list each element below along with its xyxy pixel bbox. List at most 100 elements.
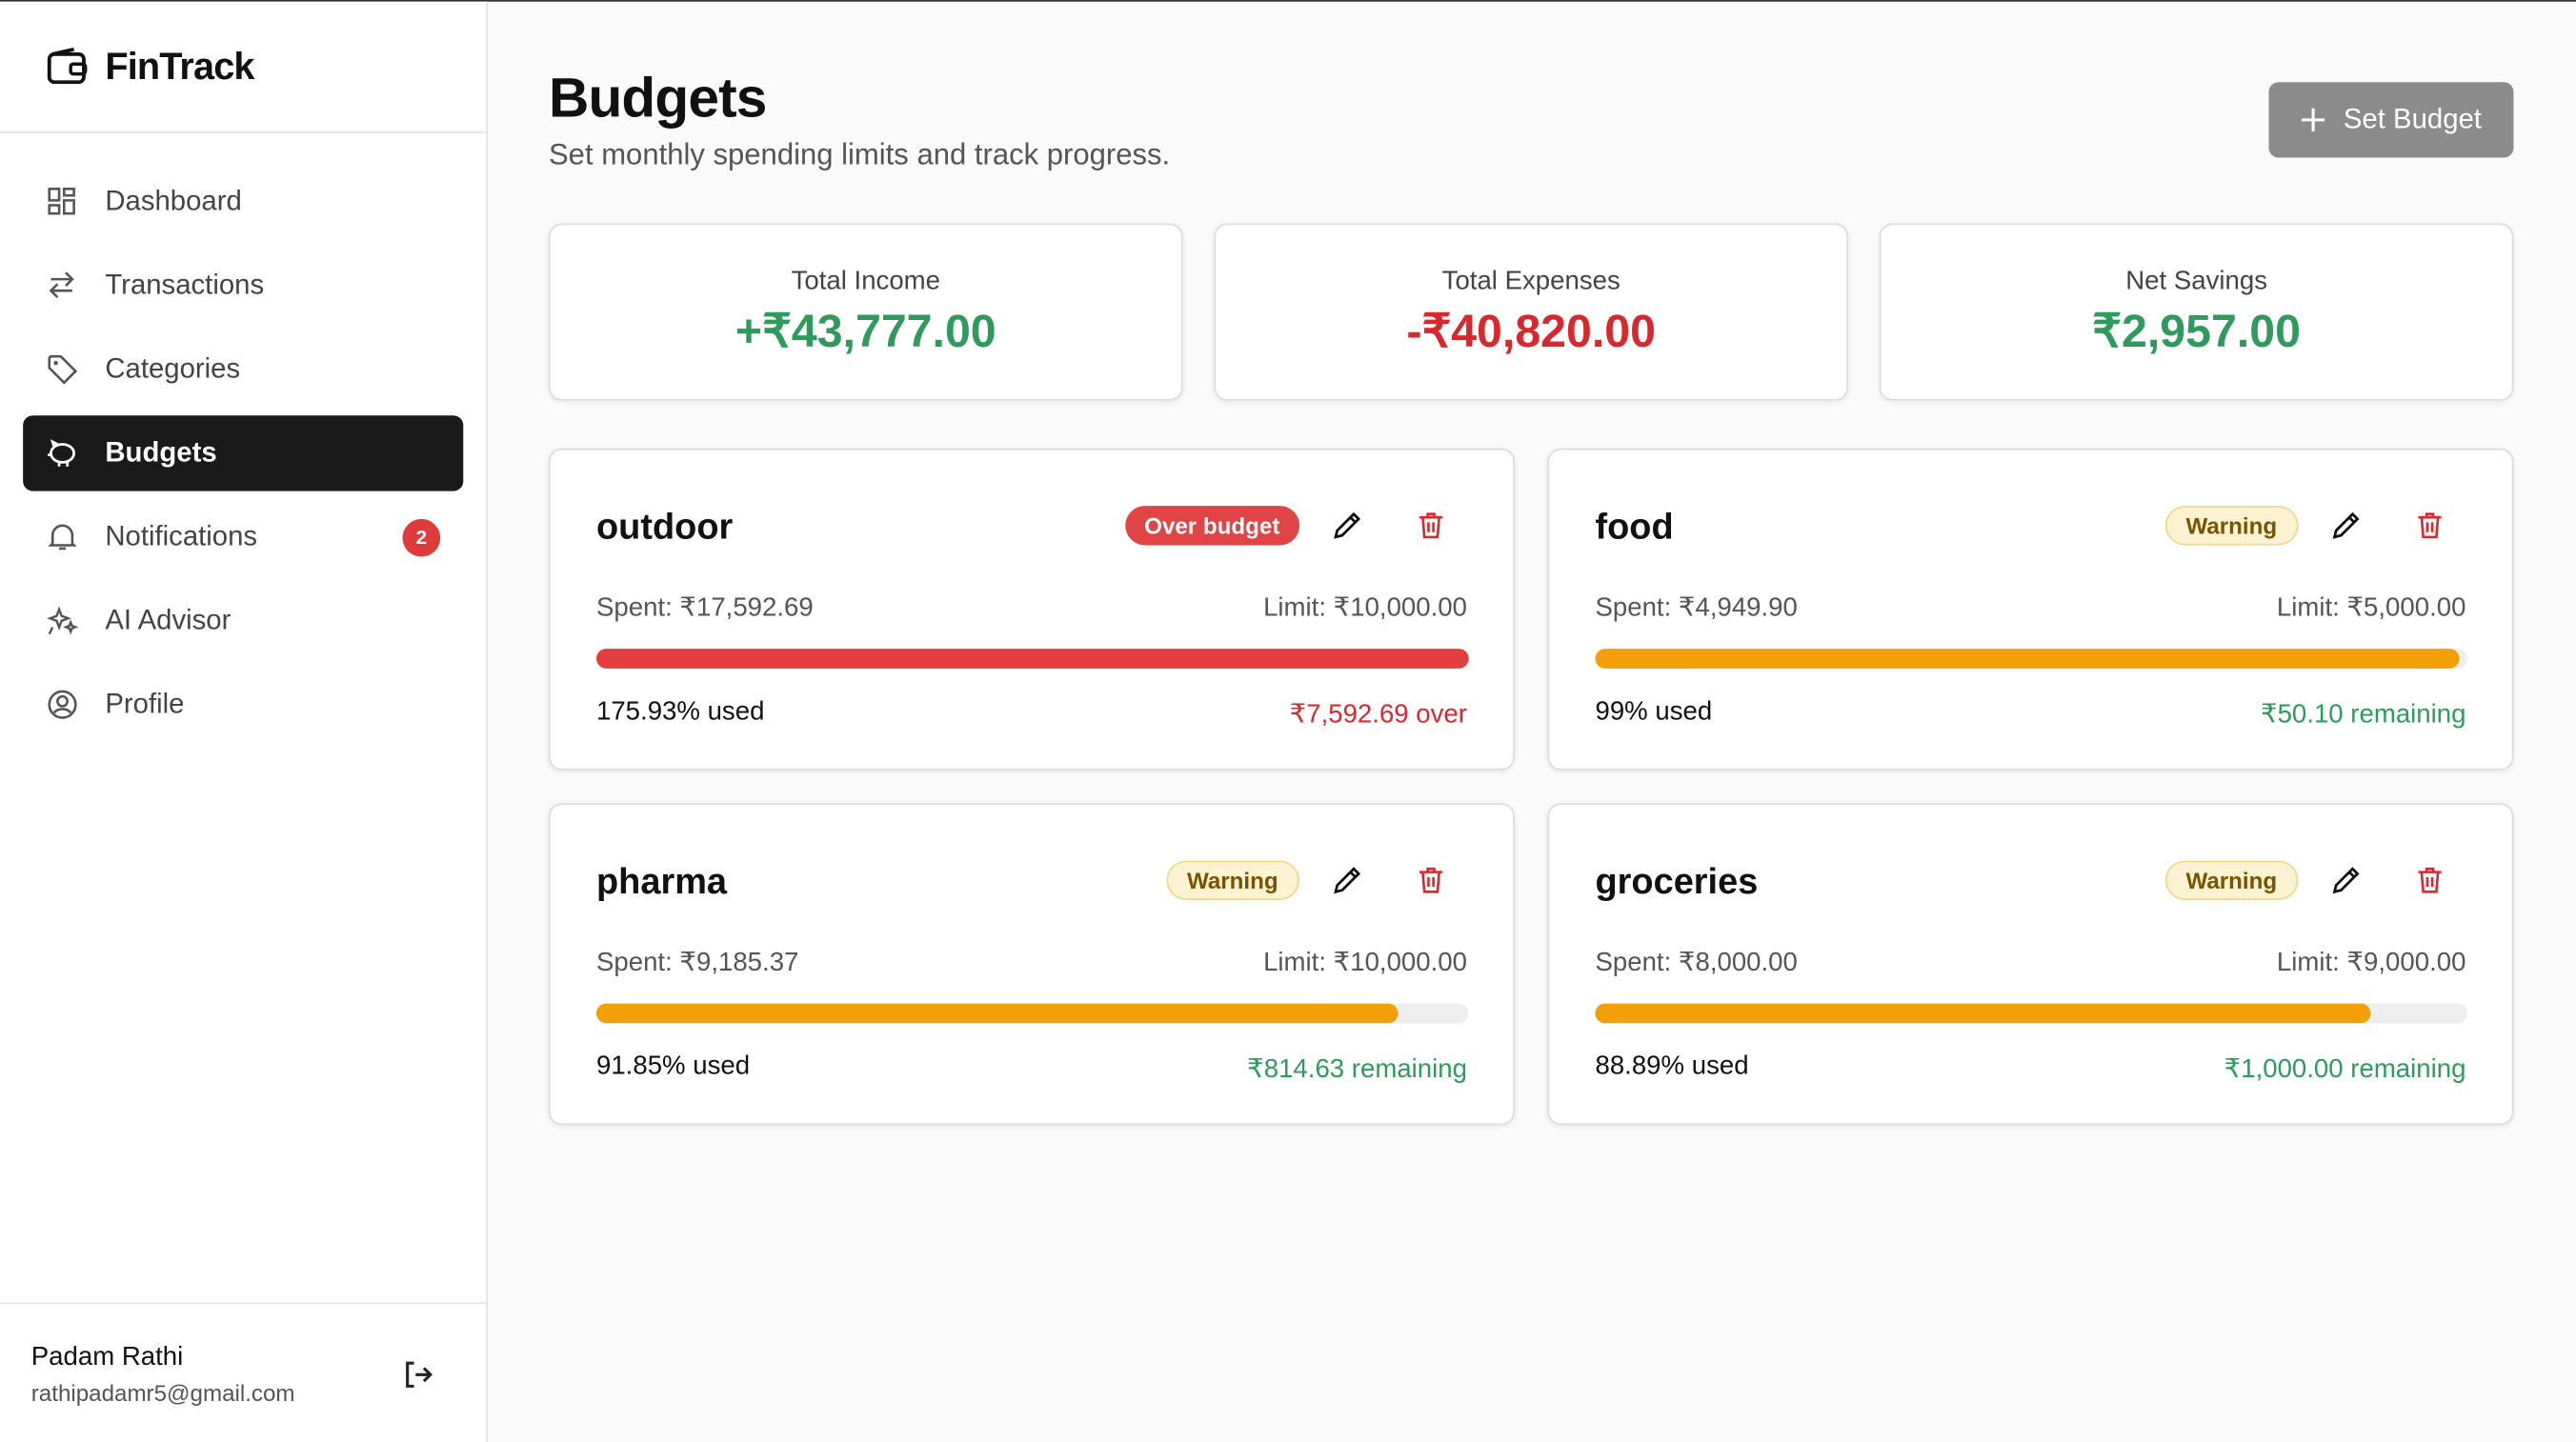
limit: Limit: ₹10,000.00: [1263, 949, 1467, 978]
spent: Spent: ₹17,592.69: [595, 594, 814, 623]
limit: Limit: ₹9,000.00: [2276, 949, 2466, 978]
nav-label: Transactions: [105, 269, 265, 301]
plus-icon: [2302, 108, 2325, 131]
delete-button[interactable]: [2413, 864, 2445, 896]
usage-row: 88.89% used ₹1,000.00 remaining: [1595, 1052, 2465, 1085]
budget-name: groceries: [1595, 860, 1759, 902]
summary-value: +₹43,777.00: [735, 305, 996, 357]
used-label: 91.85% used: [595, 1052, 751, 1081]
nav-item[interactable]: Categories: [23, 331, 463, 407]
nav-icon: [49, 271, 74, 299]
nav-icon: [48, 188, 75, 215]
progress-fill: [1595, 649, 2460, 669]
user-name: Padam Rathi: [30, 1343, 184, 1372]
budget-name: pharma: [595, 860, 728, 902]
logo-icon: [47, 47, 88, 84]
progress-track: [1595, 1003, 2468, 1024]
nav-label: Notifications: [105, 520, 258, 552]
nav-icon: [47, 606, 79, 635]
status-badge: Over budget: [1124, 506, 1300, 546]
nav-label: Budgets: [105, 436, 217, 469]
amount-row: Spent: ₹4,949.90 Limit: ₹5,000.00: [1595, 591, 2465, 624]
remaining: ₹50.10 remaining: [2261, 701, 2466, 730]
edit-button[interactable]: [1331, 864, 1363, 896]
summary-label: Total Income: [791, 268, 941, 296]
summary-value: -₹40,820.00: [1406, 305, 1657, 357]
user: Padam Rathi rathipadamr5@gmail.com: [31, 1344, 295, 1407]
nav-item[interactable]: Dashboard: [23, 164, 463, 239]
amount-row: Spent: ₹9,185.37 Limit: ₹10,000.00: [596, 946, 1467, 978]
nav-icon: [48, 524, 77, 551]
page-title: Budgets: [548, 67, 767, 130]
delete-button[interactable]: [1415, 864, 1447, 896]
delete-button[interactable]: [2413, 510, 2445, 542]
spent: Spent: ₹4,949.90: [1595, 594, 1798, 623]
summary-card: Total Income +₹43,777.00: [548, 223, 1183, 401]
set-budget-button[interactable]: Set Budget: [2268, 82, 2514, 158]
progress-track: [595, 1003, 1469, 1024]
delete-button[interactable]: [1415, 510, 1447, 542]
remaining: ₹1,000.00 remaining: [2224, 1055, 2466, 1085]
brand: FinTrack: [46, 44, 254, 90]
used-label: 175.93% used: [595, 697, 765, 727]
remaining: ₹7,592.69 over: [1289, 701, 1467, 730]
budget-card: food Warning Spent: ₹4,949.90 Limit: ₹5,0…: [1547, 448, 2514, 771]
edit-button[interactable]: [2329, 510, 2362, 542]
nav-item[interactable]: Profile: [23, 667, 463, 742]
edit-button[interactable]: [2329, 864, 2362, 896]
usage-row: 91.85% used ₹814.63 remaining: [596, 1052, 1467, 1085]
sidebar: FinTrack Dashboard Transactions Categories…: [0, 1, 489, 1442]
nav-item[interactable]: Budgets: [23, 415, 464, 491]
main: Budgets Set monthly spending limits and …: [488, 2, 2576, 1442]
limit: Limit: ₹10,000.00: [1263, 594, 1467, 623]
nav-label: Categories: [105, 352, 241, 385]
usage-row: 99% used ₹50.10 remaining: [1595, 698, 2465, 731]
summary-label: Net Savings: [2125, 268, 2268, 296]
spent: Spent: ₹8,000.00: [1595, 949, 1798, 978]
nav-item[interactable]: Transactions: [23, 248, 463, 323]
user-email: rathipadamr5@gmail.com: [30, 1379, 295, 1407]
nav-item[interactable]: AI Advisor: [23, 583, 463, 658]
summary-value: ₹2,957.00: [2092, 305, 2301, 357]
logout-button[interactable]: [401, 1358, 433, 1391]
progress-track: [1595, 649, 2468, 669]
amount-row: Spent: ₹8,000.00 Limit: ₹9,000.00: [1595, 946, 2465, 978]
budget-card: pharma Warning Spent: ₹9,185.37 Limit: ₹1…: [548, 803, 1515, 1126]
spent: Spent: ₹9,185.37: [595, 949, 799, 978]
status-badge: Warning: [2164, 860, 2299, 900]
page-subtitle: Set monthly spending limits and track pr…: [548, 137, 1171, 171]
progress-fill: [595, 1003, 1399, 1024]
budget-name: outdoor: [595, 506, 734, 548]
nav-item[interactable]: Notifications 2: [23, 499, 463, 574]
budget-card: outdoor Over budget Spent: ₹17,592.69 Lim…: [548, 448, 1515, 771]
budget-card: groceries Warning Spent: ₹8,000.00 Limit:…: [1547, 803, 2514, 1126]
divider: [0, 1302, 487, 1305]
summary-card: Total Expenses -₹40,820.00: [1214, 223, 1849, 401]
used-label: 88.89% used: [1595, 1052, 1749, 1081]
nav-label: Dashboard: [105, 185, 242, 217]
progress-fill: [595, 649, 1469, 669]
nav-label: Profile: [105, 688, 185, 720]
budget-name: food: [1595, 506, 1674, 548]
limit: Limit: ₹5,000.00: [2276, 594, 2466, 623]
status-badge: Warning: [2164, 506, 2299, 546]
usage-row: 175.93% used ₹7,592.69 over: [596, 698, 1467, 731]
nav-badge: 2: [402, 518, 441, 556]
edit-button[interactable]: [1331, 510, 1363, 542]
nav-icon: [48, 439, 75, 467]
button-label: Set Budget: [2343, 103, 2482, 135]
progress-track: [595, 649, 1469, 669]
remaining: ₹814.63 remaining: [1247, 1055, 1467, 1085]
nav-label: AI Advisor: [105, 604, 231, 636]
divider: [0, 130, 487, 133]
brand-name: FinTrack: [105, 44, 254, 88]
amount-row: Spent: ₹17,592.69 Limit: ₹10,000.00: [596, 591, 1467, 624]
nav-icon: [48, 690, 77, 719]
summary-label: Total Expenses: [1441, 268, 1620, 296]
nav-icon: [48, 354, 78, 385]
used-label: 99% used: [1595, 697, 1713, 727]
status-badge: Warning: [1165, 860, 1300, 900]
progress-fill: [1595, 1003, 2371, 1024]
